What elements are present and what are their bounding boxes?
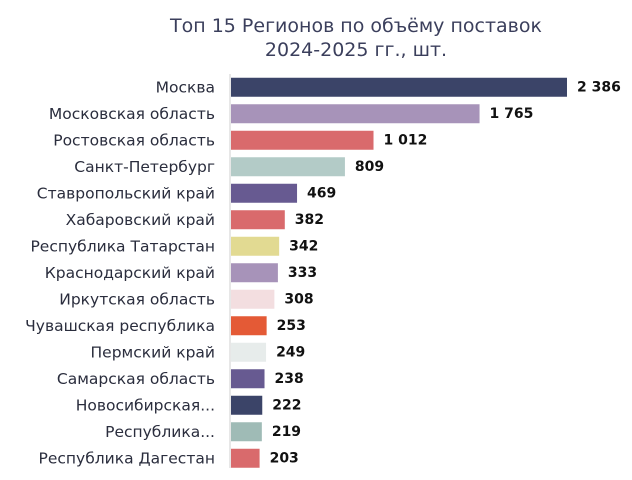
bar-1: [231, 77, 567, 97]
chart-title-line-1: Топ 15 Регионов по объёму поставок: [170, 15, 542, 37]
bar-3: [231, 130, 374, 150]
bars-group: Москва 2 386 Московская область 1 765 Ростов…: [25, 77, 621, 468]
category-label: Республика...: [105, 423, 215, 441]
bar-7: [231, 236, 280, 256]
bar-12: [231, 369, 265, 389]
bar-6: [231, 210, 285, 230]
value-label: 203: [270, 450, 299, 466]
value-label: 382: [295, 212, 324, 228]
category-label: Москва: [156, 78, 215, 96]
value-label: 809: [355, 159, 384, 175]
value-label: 308: [284, 291, 313, 307]
category-label: Ростовская область: [53, 131, 215, 149]
chart-title-line-2: 2024-2025 гг., шт.: [264, 39, 448, 61]
category-label: Московская область: [49, 105, 215, 123]
category-label: Республика Татарстан: [30, 237, 215, 255]
chart-title: Топ 15 Регионов по объёму поставок 2024-…: [0, 14, 632, 62]
value-label: 249: [276, 344, 305, 360]
value-label: 1 012: [384, 132, 428, 148]
value-label: 219: [272, 424, 301, 440]
bar-2: [231, 104, 480, 124]
bar-4: [231, 157, 345, 177]
category-label: Пермский край: [91, 343, 215, 361]
value-label: 238: [275, 371, 304, 387]
bar-10: [231, 316, 267, 336]
bar-9: [231, 289, 275, 309]
value-label: 222: [272, 397, 301, 413]
bar-8: [231, 263, 278, 283]
category-label: Хабаровский край: [66, 211, 215, 229]
category-label: Иркутская область: [59, 290, 215, 308]
bar-14: [231, 422, 262, 442]
bar-11: [231, 342, 267, 362]
value-label: 333: [288, 265, 317, 281]
category-label: Ставропольский край: [37, 184, 215, 202]
value-label: 469: [307, 185, 336, 201]
category-label: Краснодарский край: [45, 264, 215, 282]
category-label: Новосибирская...: [76, 396, 215, 414]
category-label: Самарская область: [57, 370, 215, 388]
bar-15: [231, 448, 260, 468]
bar-13: [231, 395, 263, 415]
value-label: 2 386: [577, 79, 621, 95]
value-label: 253: [277, 318, 306, 334]
category-label: Республика Дагестан: [38, 449, 215, 467]
bar-5: [231, 183, 298, 203]
category-label: Чувашская республика: [25, 317, 215, 335]
category-label: Санкт-Петербург: [74, 158, 215, 176]
value-label: 1 765: [490, 106, 534, 122]
value-label: 342: [289, 238, 318, 254]
